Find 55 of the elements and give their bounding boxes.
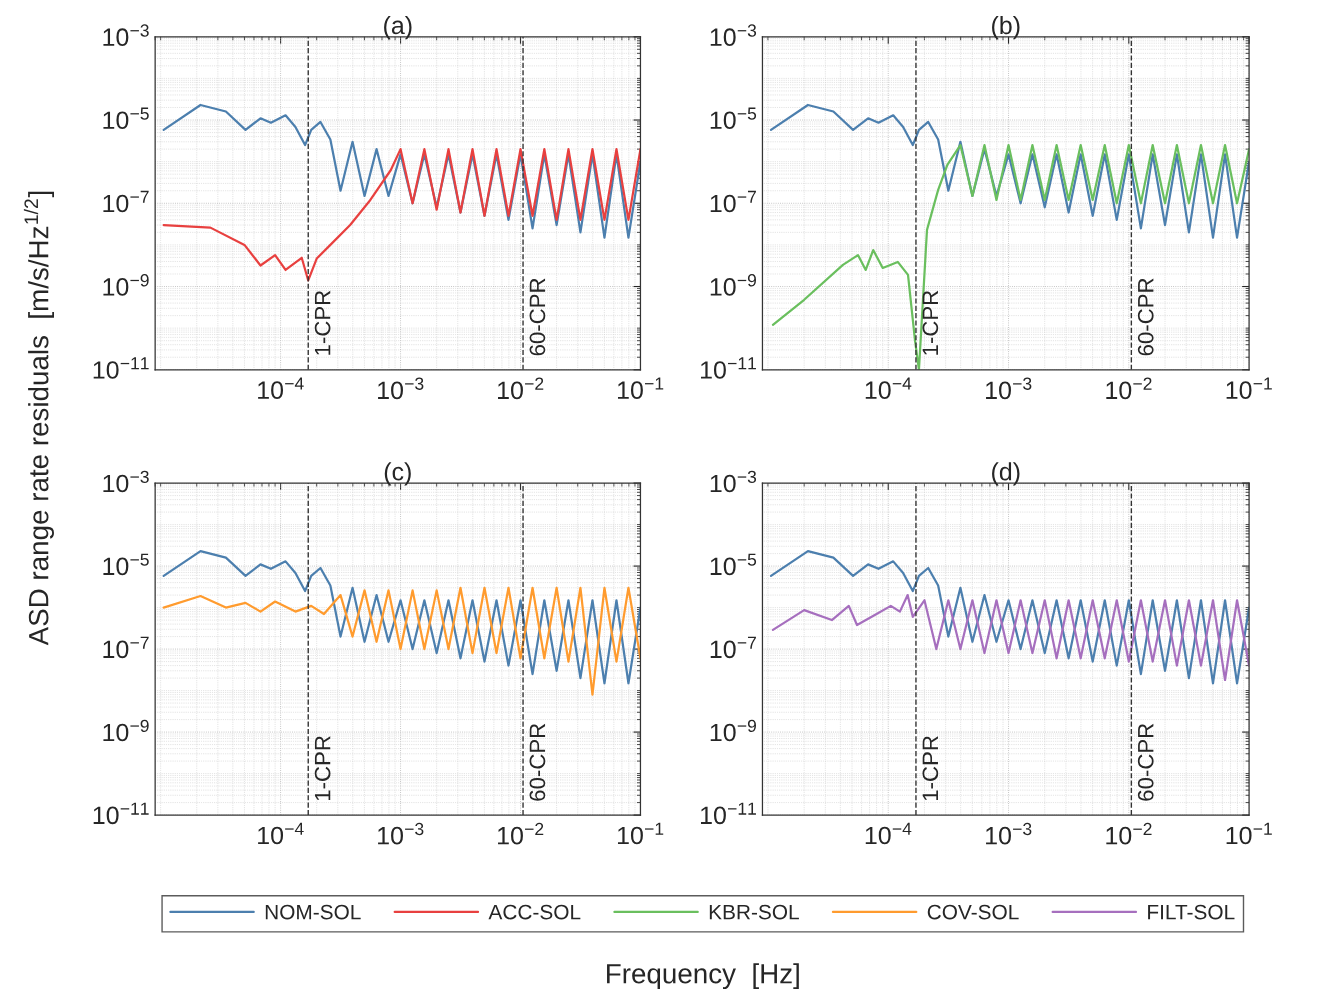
y-tick-label: 10$^{−9}$	[103, 719, 149, 742]
ref-line-label: 1-CPR	[922, 290, 939, 355]
x-axis-title: Frequency [Hz]	[607, 963, 799, 990]
ref-line-label: 60-CPR	[529, 723, 546, 801]
y-tick-label: 10$^{−5}$	[103, 553, 149, 576]
legend-label: KBR-SOL	[709, 904, 799, 920]
y-tick-label: 10$^{−7}$	[710, 636, 756, 659]
chart-title: (c)	[384, 462, 411, 486]
x-tick-label: 10$^{−4}$	[865, 822, 912, 845]
y-tick-label: 10$^{−9}$	[710, 719, 756, 742]
ref-line-label: 60-CPR	[529, 278, 546, 356]
x-tick-label: 10$^{−1}$	[617, 822, 664, 845]
x-tick-label: 10$^{−2}$	[498, 377, 544, 400]
y-tick-label: 10$^{−3}$	[103, 470, 149, 493]
y-tick-label: 10$^{−3}$	[103, 24, 149, 47]
x-tick-label: 10$^{−1}$	[617, 377, 664, 400]
y-tick-label: 10$^{−7}$	[103, 636, 149, 659]
y-tick-label: 10$^{−5}$	[710, 553, 757, 576]
x-tick-label: 10$^{−4}$	[258, 822, 304, 845]
ref-line-label: 1-CPR	[314, 290, 331, 355]
x-tick-label: 10$^{−4}$	[865, 377, 912, 400]
x-tick-label: 10$^{−2}$	[1106, 822, 1152, 845]
y-tick-label: 10$^{−7}$	[103, 190, 149, 213]
legend-label: COV-SOL	[927, 904, 1019, 920]
legend-label: ACC-SOL	[488, 904, 581, 920]
y-tick-label: 10$^{−3}$	[710, 470, 757, 493]
chart-title: (b)	[992, 15, 1020, 40]
y-tick-label: 10$^{−11}$	[93, 357, 149, 379]
chart-title: (a)	[384, 15, 412, 40]
x-tick-label: 10$^{−1}$	[1226, 822, 1272, 845]
x-tick-label: 10$^{−1}$	[1226, 377, 1272, 400]
x-tick-label: 10$^{−3}$	[986, 822, 1032, 845]
chart-title: (d)	[992, 462, 1020, 486]
x-tick-label: 10$^{−2}$	[498, 822, 544, 845]
ref-line-label: 60-CPR	[1137, 278, 1154, 356]
y-tick-label: 10$^{−11}$	[93, 802, 149, 825]
legend-label: NOM-SOL	[265, 904, 361, 920]
y-tick-label: 10$^{−11}$	[701, 802, 756, 825]
y-tick-label: 10$^{−9}$	[103, 274, 149, 296]
x-tick-label: 10$^{−4}$	[258, 377, 304, 400]
y-tick-label: 10$^{−9}$	[710, 274, 756, 296]
y-tick-label: 10$^{−11}$	[701, 357, 756, 379]
x-tick-label: 10$^{−3}$	[378, 377, 424, 400]
y-tick-label: 10$^{−3}$	[710, 24, 757, 47]
ref-line-label: 1-CPR	[314, 736, 331, 801]
ref-line-label: 1-CPR	[922, 736, 939, 801]
ref-line-label: 60-CPR	[1137, 723, 1154, 801]
x-tick-label: 10$^{−3}$	[986, 377, 1032, 400]
y-tick-label: 10$^{−5}$	[710, 107, 757, 130]
y-tick-label: 10$^{−5}$	[103, 107, 149, 130]
x-tick-label: 10$^{−3}$	[378, 822, 424, 845]
legend-label: FILT-SOL	[1148, 904, 1235, 920]
y-axis-title: ASD range rate residuals [m/s/Hz$^{1/2}$]	[23, 191, 54, 646]
y-tick-label: 10$^{−7}$	[710, 190, 756, 213]
x-tick-label: 10$^{−2}$	[1106, 377, 1152, 400]
